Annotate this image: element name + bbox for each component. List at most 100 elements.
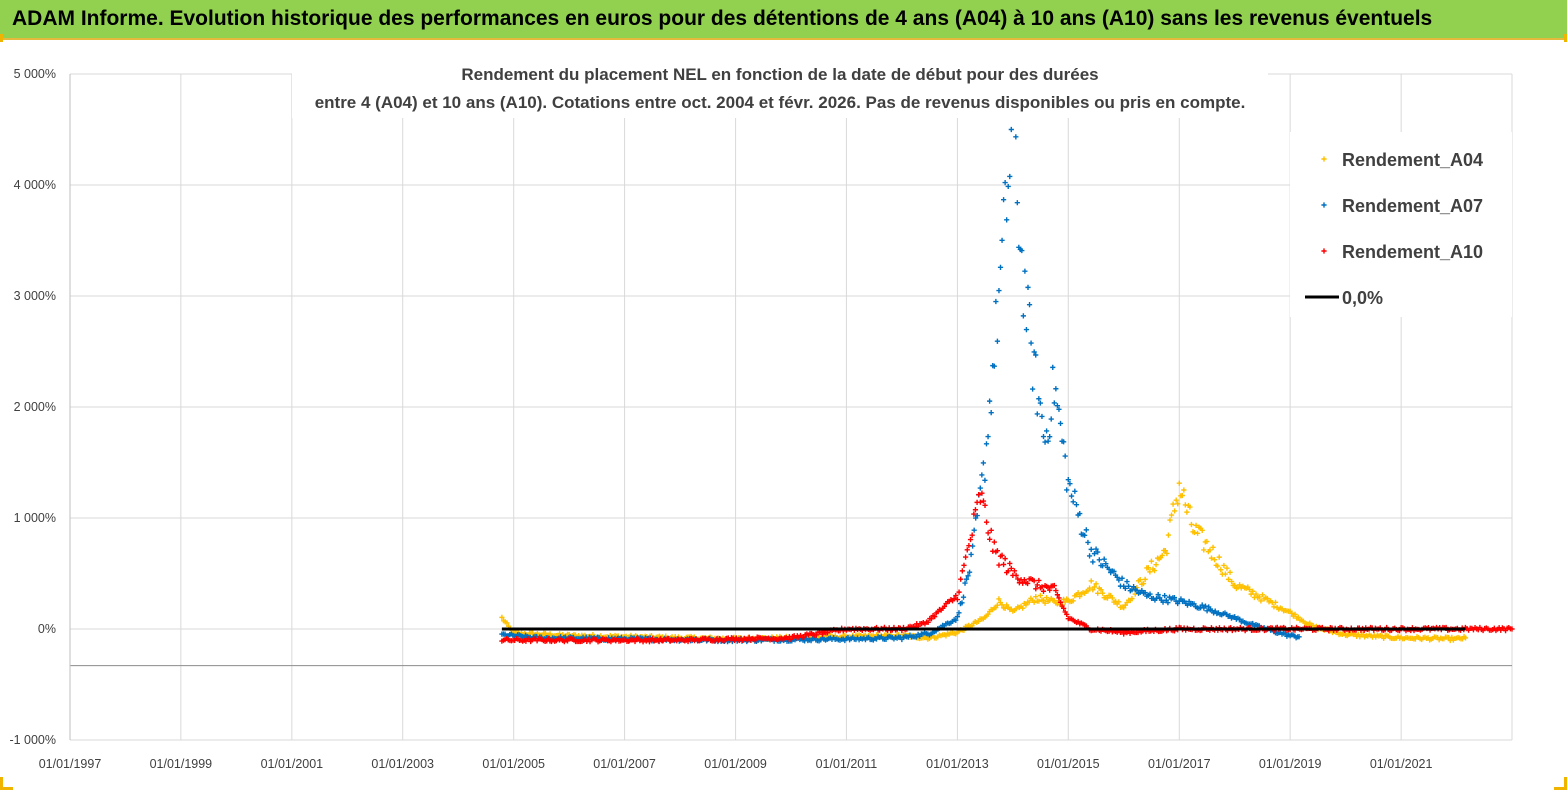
data-point — [1167, 517, 1173, 523]
data-point — [943, 633, 949, 639]
data-point — [1096, 557, 1102, 563]
data-point — [1151, 568, 1158, 574]
data-point — [1034, 582, 1040, 588]
data-point — [1091, 551, 1098, 557]
data-point — [1070, 598, 1076, 604]
data-point — [1072, 488, 1078, 494]
data-point — [1099, 590, 1106, 596]
data-point — [1039, 413, 1045, 420]
data-point — [983, 519, 990, 525]
data-point — [645, 636, 651, 642]
data-point — [1057, 420, 1064, 427]
data-point — [1165, 600, 1171, 606]
data-point — [959, 600, 965, 606]
data-point — [1159, 552, 1165, 559]
data-point — [1171, 594, 1178, 601]
data-point — [982, 477, 988, 483]
data-point — [1256, 594, 1262, 600]
legend-label: Rendement_A07 — [1342, 196, 1483, 216]
data-point — [1216, 554, 1222, 560]
data-point — [1106, 566, 1112, 572]
data-point — [1054, 403, 1061, 409]
data-point — [1264, 595, 1270, 602]
data-point — [1085, 588, 1091, 594]
data-point — [1206, 604, 1212, 610]
data-point — [1033, 352, 1039, 358]
data-point — [1210, 544, 1216, 550]
data-point — [968, 551, 974, 558]
header-bar: ADAM Informe. Evolution historique des p… — [0, 0, 1567, 40]
data-point — [1227, 569, 1233, 575]
data-point — [1095, 549, 1101, 555]
legend-swatch-plus — [1321, 248, 1327, 254]
data-point — [1091, 584, 1098, 590]
data-point — [971, 527, 977, 533]
data-point — [1086, 585, 1093, 591]
data-point — [1013, 134, 1019, 140]
data-point — [1036, 577, 1042, 584]
data-point — [1101, 556, 1107, 562]
data-point — [961, 562, 967, 568]
data-point — [1155, 592, 1161, 598]
data-point — [1014, 200, 1020, 206]
data-point — [1040, 433, 1047, 440]
data-point — [1129, 596, 1135, 602]
data-point — [956, 610, 962, 616]
data-point — [1104, 595, 1111, 601]
data-point — [1013, 572, 1019, 578]
data-point — [1103, 561, 1109, 567]
data-point — [1246, 586, 1253, 592]
data-point — [1201, 547, 1207, 553]
data-point — [982, 502, 988, 508]
data-point — [963, 576, 970, 582]
x-tick-label: 01/01/2019 — [1259, 757, 1322, 771]
data-point — [813, 632, 819, 638]
data-point — [504, 620, 510, 626]
data-point — [1218, 567, 1224, 573]
y-tick-label: 1 000% — [14, 511, 56, 525]
legend-label: Rendement_A04 — [1342, 150, 1483, 170]
data-point — [1162, 593, 1168, 599]
data-point — [1090, 559, 1096, 565]
data-point — [1025, 284, 1031, 290]
data-point — [1000, 561, 1007, 568]
data-point — [1204, 608, 1210, 614]
data-point — [925, 619, 931, 625]
data-point — [1122, 585, 1128, 592]
data-point — [1109, 595, 1115, 601]
data-point — [1282, 630, 1288, 636]
data-point — [971, 511, 977, 517]
y-tick-label: 2 000% — [14, 400, 56, 414]
data-point — [1005, 183, 1011, 190]
data-point — [972, 507, 979, 513]
data-point — [1191, 601, 1197, 607]
data-point — [1225, 576, 1232, 582]
data-point — [842, 632, 848, 638]
data-point — [979, 490, 985, 496]
data-point — [985, 530, 991, 536]
series-layer — [499, 90, 1515, 645]
frame-corner-top-left — [0, 34, 13, 42]
data-point — [1175, 501, 1181, 507]
frame-corner-bottom-left — [0, 777, 13, 790]
data-point — [1131, 584, 1137, 590]
data-point — [1007, 560, 1013, 567]
data-point — [967, 536, 974, 543]
data-point — [1194, 530, 1201, 536]
data-point — [824, 630, 831, 636]
data-point — [1145, 565, 1151, 571]
y-tick-label: -1 000% — [9, 733, 56, 747]
data-point — [1037, 592, 1044, 599]
data-point — [1237, 582, 1243, 588]
data-point — [1119, 575, 1125, 581]
data-point — [1065, 477, 1071, 483]
data-point — [985, 611, 991, 617]
data-point — [1199, 527, 1205, 533]
data-point — [1222, 571, 1229, 577]
data-point — [1002, 556, 1008, 562]
data-point — [974, 512, 980, 519]
data-point — [1258, 598, 1264, 604]
data-point — [1037, 400, 1043, 406]
data-point — [1045, 584, 1051, 590]
data-point — [1165, 532, 1172, 538]
